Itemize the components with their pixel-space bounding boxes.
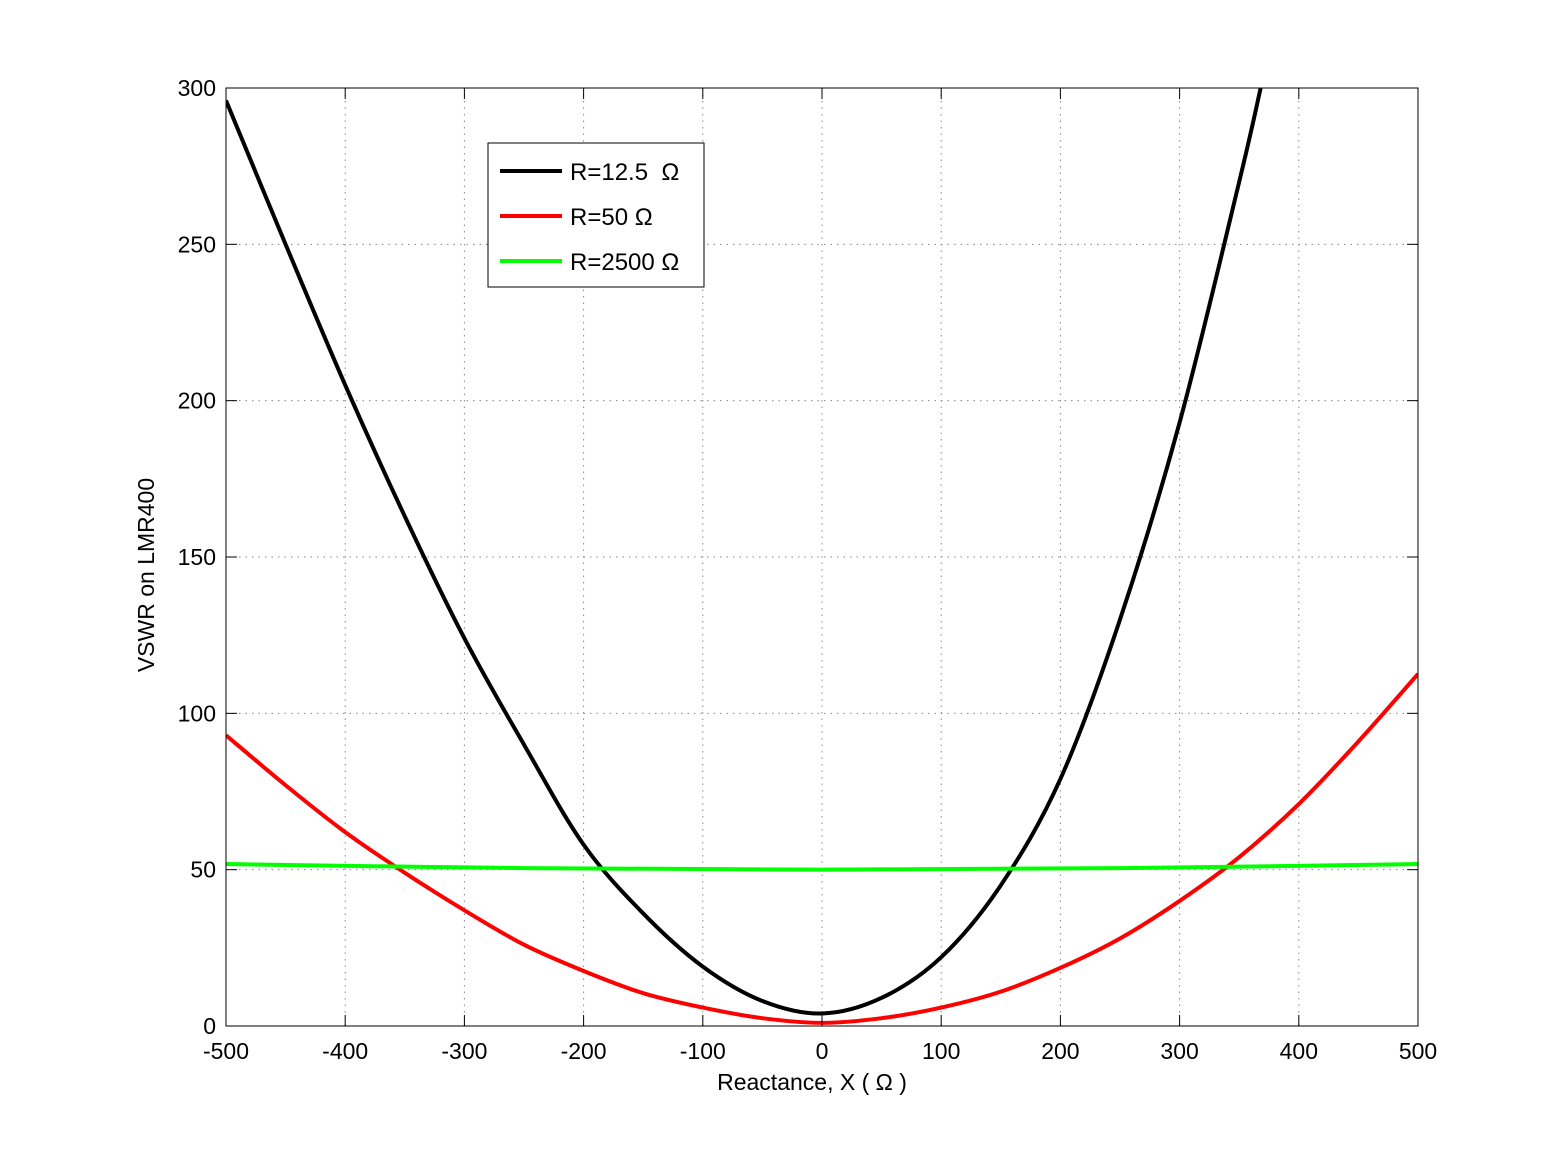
y-tick-label: 100 [178,700,216,726]
y-axis-label: VSWR on LMR400 [133,478,159,672]
y-tick-label: 250 [178,231,216,257]
x-tick-label: 500 [1399,1038,1437,1064]
x-tick-label: 200 [1041,1038,1079,1064]
y-tick-label: 150 [178,544,216,570]
ticks: -500 -400 -300 -200 -100 0 100 200 300 400 500 0 50 1… [178,75,1438,1064]
series-line-r2500 [226,862,1418,872]
y-tick-label: 0 [203,1013,216,1039]
x-axis-label: Reactance, X ( Ω ) [717,1069,907,1095]
x-tick-label: -400 [322,1038,368,1064]
y-tick-label: 50 [190,857,216,883]
x-tick-label: 400 [1280,1038,1318,1064]
x-tick-label: -100 [680,1038,726,1064]
y-tick-label: 300 [178,75,216,101]
x-tick-label: -300 [441,1038,487,1064]
x-tick-label: -500 [203,1038,249,1064]
y-tick-label: 200 [178,388,216,414]
x-tick-label: 100 [922,1038,960,1064]
series-lines [226,88,1418,1025]
x-tick-label: 300 [1160,1038,1198,1064]
legend-label-r12-5: R=12.5 Ω [570,159,679,186]
series-line-r12-5 [226,88,1263,1016]
legend: R=12.5 Ω R=50 Ω R=2500 Ω [487,142,705,288]
series-line-r50 [226,672,1418,1025]
x-tick-label: 0 [816,1038,829,1064]
x-tick-label: -200 [561,1038,607,1064]
legend-label-r2500: R=2500 Ω [570,249,679,276]
legend-label-r50: R=50 Ω [570,204,653,231]
